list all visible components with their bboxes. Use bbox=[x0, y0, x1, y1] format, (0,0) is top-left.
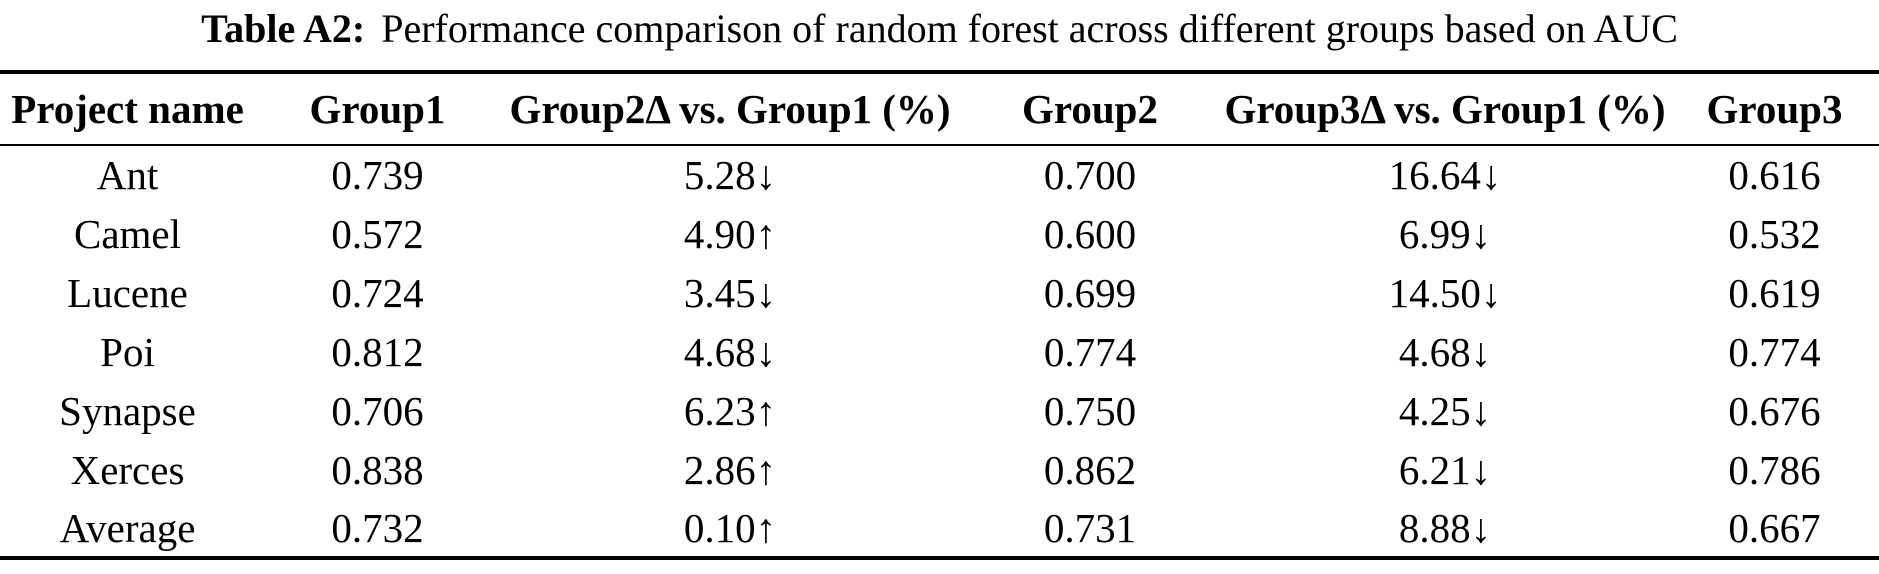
cell-group3: 0.619 bbox=[1728, 269, 1821, 316]
cell-group3-delta: 6.21↓ bbox=[1398, 446, 1492, 493]
cell-group2: 0.700 bbox=[1043, 152, 1137, 198]
cell-group1: 0.732 bbox=[331, 504, 424, 551]
cell-group2: 0.731 bbox=[1043, 504, 1137, 551]
column-header-group2-delta: Group2Δ vs. Group1 (%) bbox=[500, 72, 960, 146]
cell-project: Xerces bbox=[70, 446, 185, 493]
cell-group3: 0.616 bbox=[1728, 152, 1821, 198]
cell-group3-delta: 14.50↓ bbox=[1388, 269, 1502, 316]
cell-group2: 0.774 bbox=[1043, 328, 1137, 375]
cell-group3: 0.676 bbox=[1728, 387, 1821, 434]
cell-group1: 0.706 bbox=[331, 387, 424, 434]
cell-group2: 0.750 bbox=[1043, 387, 1137, 434]
header-row: Project name Group1 Group2Δ vs. Group1 (… bbox=[0, 72, 1879, 146]
table-row-average: Average 0.732 0.10↑ 0.731 8.88↓ 0.667 bbox=[0, 499, 1879, 558]
cell-group2: 0.862 bbox=[1043, 446, 1137, 493]
cell-group3: 0.786 bbox=[1728, 446, 1821, 493]
table-row-camel: Camel 0.572 4.90↑ 0.600 6.99↓ 0.532 bbox=[0, 204, 1879, 263]
table-row-ant: Ant 0.739 5.28↓ 0.700 16.64↓ 0.616 bbox=[0, 145, 1879, 204]
column-header-group1: Group1 bbox=[255, 72, 500, 146]
cell-group3-delta: 4.68↓ bbox=[1398, 328, 1492, 375]
table-caption: Table A2: Performance comparison of rando… bbox=[0, 4, 1879, 54]
cell-group3: 0.667 bbox=[1728, 504, 1821, 551]
cell-group1: 0.838 bbox=[331, 446, 424, 493]
cell-group3: 0.774 bbox=[1728, 328, 1821, 375]
cell-project: Ant bbox=[96, 152, 159, 198]
cell-group2-delta: 4.90↑ bbox=[683, 210, 777, 257]
cell-group3: 0.532 bbox=[1728, 210, 1821, 257]
cell-group3-delta: 16.64↓ bbox=[1388, 152, 1502, 198]
caption-label: Table A2: bbox=[201, 6, 366, 51]
column-header-group2: Group2 bbox=[960, 72, 1220, 146]
cell-group2-delta: 5.28↓ bbox=[683, 152, 777, 198]
cell-group3-delta: 8.88↓ bbox=[1398, 504, 1492, 551]
cell-group2-delta: 3.45↓ bbox=[683, 269, 777, 316]
cell-group2-delta: 4.68↓ bbox=[683, 328, 777, 375]
table-row-lucene: Lucene 0.724 3.45↓ 0.699 14.50↓ 0.619 bbox=[0, 263, 1879, 322]
cell-group2-delta: 0.10↑ bbox=[683, 504, 777, 551]
cell-project: Average bbox=[59, 504, 196, 551]
caption-text: Performance comparison of random forest … bbox=[381, 6, 1678, 51]
table-row-synapse: Synapse 0.706 6.23↑ 0.750 4.25↓ 0.676 bbox=[0, 381, 1879, 440]
table-row-xerces: Xerces 0.838 2.86↑ 0.862 6.21↓ 0.786 bbox=[0, 440, 1879, 499]
table-row-poi: Poi 0.812 4.68↓ 0.774 4.68↓ 0.774 bbox=[0, 322, 1879, 381]
cell-group2-delta: 6.23↑ bbox=[683, 387, 777, 434]
cell-group2-delta: 2.86↑ bbox=[683, 446, 777, 493]
cell-group1: 0.812 bbox=[331, 328, 424, 375]
column-header-group3: Group3 bbox=[1670, 72, 1879, 146]
cell-group2: 0.600 bbox=[1043, 210, 1137, 257]
column-header-project-name: Project name bbox=[0, 72, 255, 146]
cell-project: Synapse bbox=[59, 387, 196, 434]
cell-group1: 0.572 bbox=[331, 210, 424, 257]
cell-group3-delta: 6.99↓ bbox=[1398, 210, 1492, 257]
cell-project: Poi bbox=[100, 328, 155, 375]
cell-project: Lucene bbox=[67, 269, 188, 316]
cell-group2: 0.699 bbox=[1043, 269, 1137, 316]
cell-project: Camel bbox=[73, 210, 182, 257]
column-header-group3-delta: Group3Δ vs. Group1 (%) bbox=[1220, 72, 1670, 146]
auc-comparison-table: Project name Group1 Group2Δ vs. Group1 (… bbox=[0, 70, 1879, 560]
cell-group3-delta: 4.25↓ bbox=[1398, 387, 1492, 434]
cell-group1: 0.724 bbox=[331, 269, 424, 316]
cell-group1: 0.739 bbox=[331, 152, 424, 198]
